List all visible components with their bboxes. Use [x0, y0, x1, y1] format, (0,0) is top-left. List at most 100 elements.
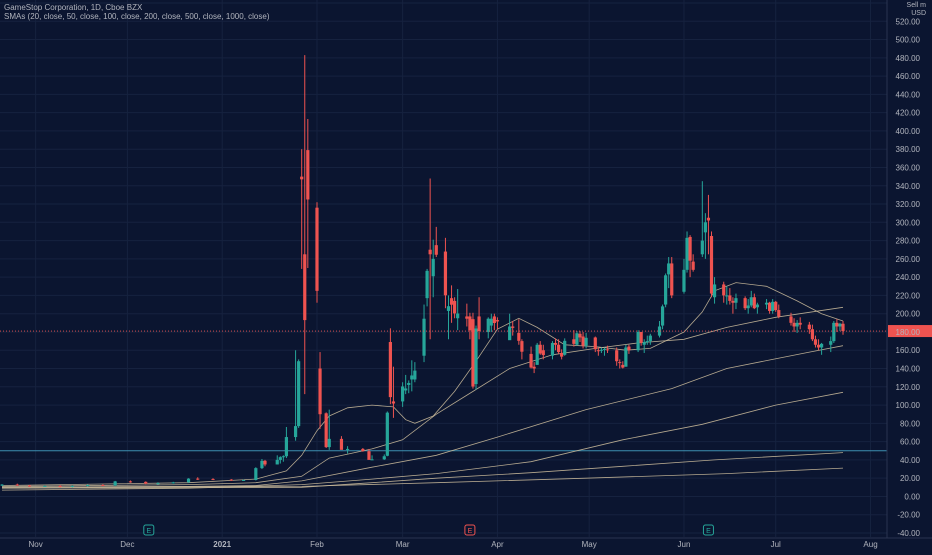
- candle[interactable]: [795, 320, 799, 333]
- candle[interactable]: [43, 485, 47, 487]
- candle[interactable]: [743, 296, 747, 311]
- candle[interactable]: [306, 119, 310, 268]
- candle[interactable]: [468, 312, 472, 340]
- candle[interactable]: [639, 331, 643, 346]
- candle[interactable]: [657, 321, 662, 338]
- candle[interactable]: [789, 312, 793, 326]
- candle[interactable]: [278, 456, 282, 464]
- candle[interactable]: [722, 281, 726, 303]
- candle[interactable]: [725, 286, 729, 305]
- candle[interactable]: [413, 362, 417, 383]
- candle[interactable]: [367, 448, 371, 460]
- candle[interactable]: [456, 289, 460, 331]
- candle[interactable]: [517, 319, 521, 345]
- candle[interactable]: [315, 202, 319, 303]
- candle[interactable]: [703, 213, 707, 259]
- candle[interactable]: [471, 312, 475, 389]
- candle[interactable]: [241, 479, 246, 481]
- candle-layer[interactable]: [0, 55, 845, 488]
- candle[interactable]: [813, 335, 818, 348]
- candle[interactable]: [422, 304, 426, 363]
- candle[interactable]: [431, 239, 435, 298]
- candle[interactable]: [101, 484, 105, 487]
- candle[interactable]: [835, 319, 839, 332]
- candle[interactable]: [734, 293, 738, 310]
- candle[interactable]: [768, 301, 772, 314]
- candle[interactable]: [731, 297, 735, 314]
- candle[interactable]: [361, 448, 365, 452]
- candle[interactable]: [404, 374, 408, 395]
- candle[interactable]: [556, 339, 561, 354]
- candle[interactable]: [27, 485, 32, 487]
- candle[interactable]: [700, 181, 704, 258]
- candle[interactable]: [749, 290, 753, 308]
- candle[interactable]: [792, 318, 796, 332]
- candle[interactable]: [211, 478, 215, 481]
- candle[interactable]: [477, 297, 481, 340]
- candle[interactable]: [615, 347, 619, 366]
- candle[interactable]: [771, 299, 775, 314]
- candle[interactable]: [816, 339, 821, 351]
- candle[interactable]: [327, 409, 331, 450]
- candle[interactable]: [538, 341, 542, 355]
- candle[interactable]: [829, 336, 833, 353]
- candle[interactable]: [446, 295, 451, 340]
- candle[interactable]: [382, 454, 386, 460]
- candle[interactable]: [572, 330, 576, 347]
- candle[interactable]: [370, 455, 374, 461]
- candle[interactable]: [293, 350, 298, 441]
- price-axis[interactable]: -40.00 -20.00 0.00 20.00 40.00 60.00 80.00 100.…: [886, 0, 921, 538]
- candle[interactable]: [443, 237, 448, 309]
- candle[interactable]: [144, 481, 148, 485]
- candle[interactable]: [807, 321, 811, 334]
- candle[interactable]: [627, 344, 631, 354]
- candle[interactable]: [532, 362, 536, 374]
- candle[interactable]: [685, 231, 689, 273]
- candle[interactable]: [324, 412, 328, 449]
- candle[interactable]: [667, 257, 671, 289]
- candle[interactable]: [575, 331, 579, 346]
- candle[interactable]: [196, 477, 200, 480]
- candle[interactable]: [171, 481, 175, 484]
- candle[interactable]: [670, 257, 674, 299]
- candle[interactable]: [645, 335, 649, 345]
- candle[interactable]: [560, 349, 564, 360]
- candle[interactable]: [495, 317, 500, 330]
- candle[interactable]: [263, 459, 267, 467]
- candle[interactable]: [0, 484, 4, 486]
- candle[interactable]: [581, 331, 585, 349]
- candle[interactable]: [529, 346, 533, 369]
- candle[interactable]: [297, 359, 301, 428]
- candle[interactable]: [449, 285, 454, 323]
- candle[interactable]: [810, 324, 815, 342]
- candle[interactable]: [819, 342, 824, 355]
- earnings-marker[interactable]: E: [702, 524, 714, 536]
- candle[interactable]: [706, 194, 711, 255]
- candle[interactable]: [128, 480, 133, 483]
- candle[interactable]: [764, 299, 769, 310]
- candle[interactable]: [584, 332, 588, 349]
- candle[interactable]: [636, 330, 640, 353]
- candle[interactable]: [401, 382, 405, 407]
- candle[interactable]: [648, 333, 652, 345]
- candle[interactable]: [688, 235, 692, 278]
- candle[interactable]: [345, 446, 350, 454]
- candle[interactable]: [691, 254, 695, 272]
- candle[interactable]: [275, 455, 279, 465]
- candle[interactable]: [712, 277, 717, 304]
- candle[interactable]: [453, 297, 457, 319]
- candle[interactable]: [385, 411, 389, 457]
- candle[interactable]: [113, 480, 117, 486]
- candle[interactable]: [58, 485, 62, 488]
- candle[interactable]: [605, 345, 610, 353]
- candle[interactable]: [755, 302, 759, 314]
- candle[interactable]: [489, 313, 493, 332]
- candle[interactable]: [563, 338, 567, 356]
- candle[interactable]: [550, 341, 555, 360]
- candle[interactable]: [508, 313, 512, 341]
- candle[interactable]: [541, 344, 545, 360]
- candle[interactable]: [746, 299, 750, 314]
- candle[interactable]: [407, 380, 411, 394]
- candle[interactable]: [486, 317, 490, 339]
- earnings-marker[interactable]: E: [464, 524, 476, 536]
